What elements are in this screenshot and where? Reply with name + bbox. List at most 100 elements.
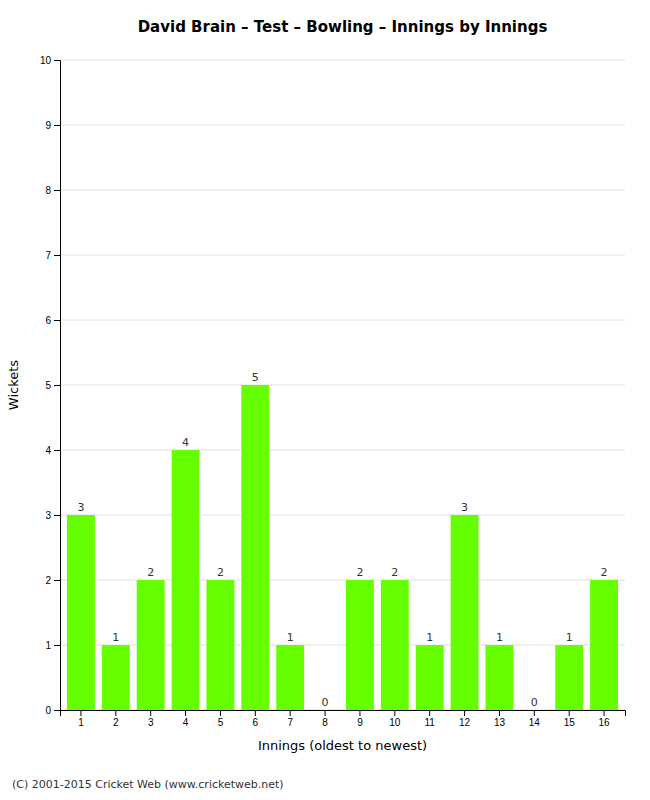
y-tick-label: 4	[45, 445, 51, 456]
x-tick: 6	[253, 710, 259, 728]
x-tick-mark	[80, 710, 81, 716]
x-tick: 11	[424, 710, 435, 728]
y-tick-label: 9	[45, 120, 51, 131]
x-tick-mark	[359, 710, 360, 716]
bar	[485, 645, 513, 710]
y-tick: 2	[45, 575, 60, 586]
bar	[590, 580, 618, 710]
bar	[416, 645, 444, 710]
x-tick-mark	[255, 710, 256, 716]
x-tick-label: 4	[183, 717, 189, 728]
data-label: 1	[287, 631, 294, 644]
data-label: 1	[496, 631, 503, 644]
y-tick: 3	[45, 510, 60, 521]
bar	[555, 645, 583, 710]
x-tick-label: 5	[218, 717, 224, 728]
y-axis-label: Wickets	[6, 360, 21, 410]
y-tick: 6	[45, 315, 60, 326]
grid-line	[60, 450, 625, 451]
y-tick-label: 1	[45, 640, 51, 651]
x-tick: 15	[564, 710, 576, 728]
x-tick-mark	[464, 710, 465, 716]
grid-line	[60, 255, 625, 256]
x-tick-label: 9	[357, 717, 363, 728]
data-label: 0	[322, 696, 329, 709]
x-tick-mark	[569, 710, 570, 716]
x-tick: 1	[78, 710, 84, 728]
y-tick-label: 8	[45, 185, 51, 196]
x-tick-mark	[185, 710, 186, 716]
x-tick-label: 10	[389, 717, 401, 728]
grid-line	[60, 385, 625, 386]
y-tick-mark	[54, 385, 60, 386]
plot-area: 3124251022131012123456789101112131415160…	[40, 55, 626, 728]
bar	[346, 580, 374, 710]
y-tick-label: 3	[45, 510, 51, 521]
footer: (C) 2001-2015 Cricket Web (www.cricketwe…	[12, 778, 284, 791]
y-tick-label: 7	[45, 250, 51, 261]
y-tick-label: 0	[45, 705, 51, 716]
data-label: 2	[217, 566, 224, 579]
y-tick-label: 2	[45, 575, 51, 586]
y-tick: 10	[40, 55, 60, 66]
bar	[206, 580, 234, 710]
y-tick-label: 6	[45, 315, 51, 326]
x-tick-label: 15	[564, 717, 576, 728]
x-tick: 8	[322, 710, 328, 728]
x-tick-label: 1	[78, 717, 84, 728]
y-tick: 9	[45, 120, 60, 131]
y-tick-mark	[54, 645, 60, 646]
x-tick-label: 2	[113, 717, 119, 728]
x-tick-label: 8	[322, 717, 328, 728]
y-tick-label: 5	[45, 380, 51, 391]
data-label: 2	[601, 566, 608, 579]
y-tick: 4	[45, 445, 60, 456]
y-axis-line	[54, 61, 61, 711]
bar	[276, 645, 304, 710]
y-tick: 1	[45, 640, 60, 651]
x-tick-label: 11	[424, 717, 435, 728]
y-tick-mark	[54, 450, 60, 451]
x-tick: 2	[113, 710, 119, 728]
x-tick-label: 14	[529, 717, 541, 728]
x-tick: 12	[459, 710, 471, 728]
x-tick: 16	[599, 710, 611, 728]
bar	[311, 710, 339, 711]
x-tick-mark	[394, 710, 395, 716]
grid	[60, 60, 625, 710]
data-label: 1	[112, 631, 119, 644]
y-tick-mark	[54, 60, 60, 61]
chart-svg: 3124251022131012123456789101112131415160…	[0, 0, 650, 800]
y-tick: 0	[45, 705, 60, 716]
annotations: (C) 2001-2015 Cricket Web (www.cricketwe…	[12, 778, 284, 791]
x-tick-label: 16	[599, 717, 611, 728]
x-tick-mark	[534, 710, 535, 716]
data-label: 1	[566, 631, 573, 644]
y-tick-mark	[54, 255, 60, 256]
data-label: 4	[182, 436, 189, 449]
y-tick-mark	[54, 125, 60, 126]
x-tick: 7	[287, 710, 293, 728]
x-tick: 13	[494, 710, 506, 728]
y-tick-label: 10	[40, 55, 52, 66]
data-label: 1	[426, 631, 433, 644]
x-axis-line	[61, 711, 626, 717]
x-tick: 10	[389, 710, 401, 728]
x-tick-label: 7	[287, 717, 293, 728]
x-tick: 14	[529, 710, 541, 728]
y-tick-mark	[54, 580, 60, 581]
data-label: 3	[461, 501, 468, 514]
title: David Brain – Test – Bowling – Innings b…	[138, 18, 548, 36]
x-tick-label: 6	[253, 717, 259, 728]
grid-line	[60, 60, 625, 61]
x-tick: 3	[148, 710, 154, 728]
x-tick-mark	[429, 710, 430, 716]
data-label: 2	[391, 566, 398, 579]
y-tick-mark	[54, 710, 60, 711]
x-tick-mark	[220, 710, 221, 716]
bar	[137, 580, 165, 710]
data-label: 5	[252, 371, 259, 384]
x-tick-label: 13	[494, 717, 506, 728]
x-axis: 12345678910111213141516	[61, 710, 626, 728]
y-tick-mark	[54, 190, 60, 191]
